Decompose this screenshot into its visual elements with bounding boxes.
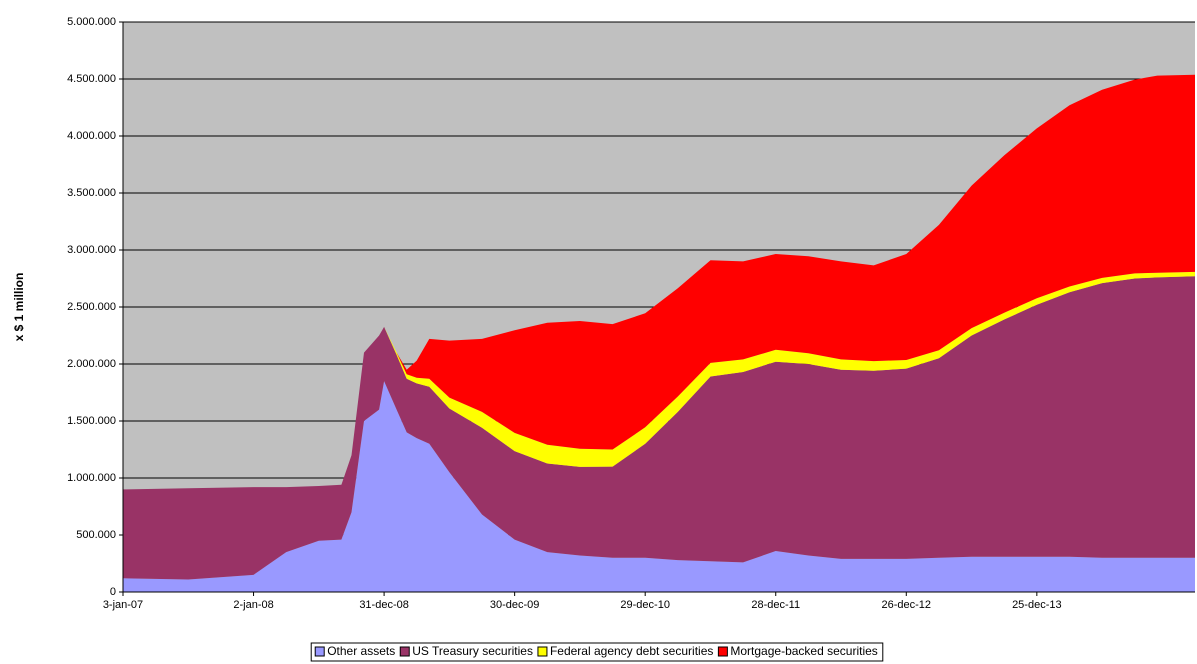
- legend: Other assets US Treasury securities Federa…: [310, 642, 884, 662]
- y-tick-label: 1.500.000: [67, 415, 116, 427]
- x-tick-label: 3-jan-07: [103, 599, 143, 611]
- x-tick-label: 26-dec-12: [882, 599, 932, 611]
- x-tick-label: 28-dec-11: [751, 599, 800, 611]
- legend-label: Other assets: [327, 644, 395, 658]
- y-tick-label: 4.500.000: [67, 73, 116, 85]
- legend-swatch: [314, 646, 325, 657]
- legend-swatch: [537, 646, 548, 657]
- y-tick-label: 2.500.000: [67, 301, 116, 313]
- x-tick-label: 29-dec-10: [620, 599, 670, 611]
- y-tick-label: 3.500.000: [67, 187, 116, 199]
- y-tick-label: 500.000: [76, 529, 116, 541]
- y-axis-label: x $ 1 million: [12, 273, 26, 342]
- y-tick-label: 0: [110, 586, 116, 598]
- legend-box: [310, 642, 884, 662]
- x-tick-label: 25-dec-13: [1012, 599, 1062, 611]
- legend-swatch: [717, 646, 728, 657]
- area: [123, 381, 1195, 592]
- y-tick-label: 1.000.000: [67, 472, 116, 484]
- legend-label: Federal agency debt securities: [550, 644, 713, 658]
- y-tick-label: 2.000.000: [67, 358, 116, 370]
- legend-swatch: [399, 646, 410, 657]
- y-tick-label: 3.000.000: [67, 244, 116, 256]
- legend-label: Mortgage-backed securities: [730, 644, 877, 658]
- x-tick-label: 30-dec-09: [490, 599, 540, 611]
- y-tick-label: 4.000.000: [67, 130, 116, 142]
- area: [123, 74, 1195, 490]
- legend-label: US Treasury securities: [412, 644, 533, 658]
- area: [123, 276, 1195, 580]
- y-tick-label: 5.000.000: [67, 16, 116, 28]
- x-tick-label: 2-jan-08: [233, 599, 273, 611]
- x-tick-label: 31-dec-08: [359, 599, 409, 611]
